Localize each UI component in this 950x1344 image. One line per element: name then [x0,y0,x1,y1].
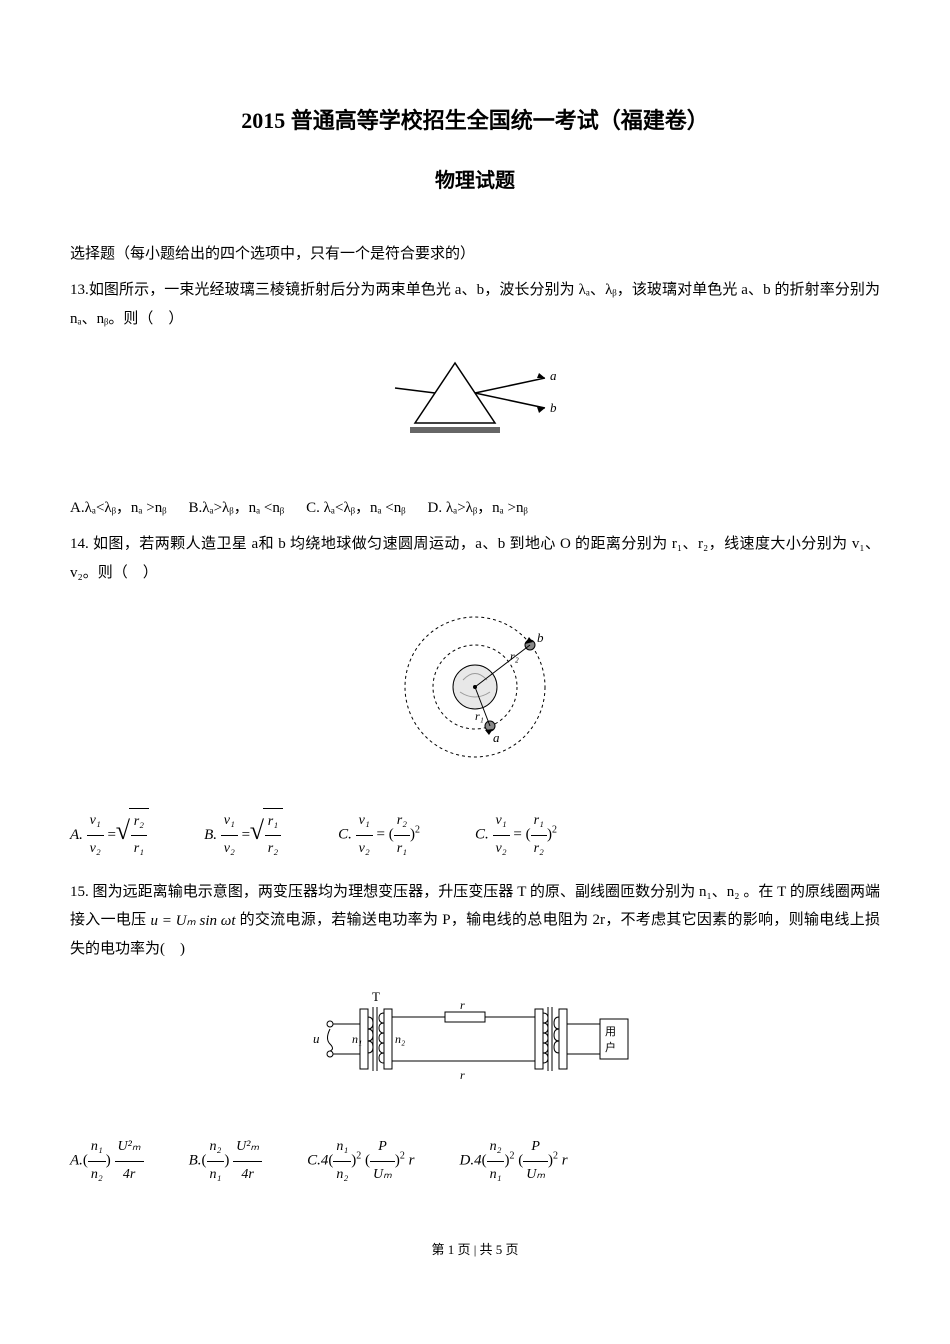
q14-figure: a b r₁ r₂ [70,602,880,783]
q14-label-r1: r₁ [475,709,484,723]
section-instruction: 选择题（每小题给出的四个选项中，只有一个是符合要求的） [70,240,880,269]
q13-stem: 13.如图所示，一束光经玻璃三棱镜折射后分为两束单色光 a、b，波长分别为 λₐ… [70,276,880,333]
q14-stem: 14. 如图，若两颗人造卫星 a和 b 均绕地球做匀速圆周运动，a、b 到地心 … [70,530,880,587]
q14-options: A. v₁v₂ = r₂r₁ B. v₁v₂ = r₁r₂ C. v₁v₂ = … [70,808,880,863]
q15-inline-eq: u = Uₘ sin ωt [150,907,235,936]
q15-n1: n₁ [352,1032,362,1046]
q14-label-r2: r₂ [510,649,519,663]
q14-label-b: b [537,630,544,645]
q13-opt-d: D. λₐ>λᵦ，nₐ >nᵦ [428,494,528,523]
main-title: 2015 普通高等学校招生全国统一考试（福建卷） [70,100,880,142]
q15-options: A.(n₁n₂) U²ₘ4r B.(n₂n₁) U²ₘ4r C.4(n₁n₂)2… [70,1134,880,1188]
q15-n2: n₂ [395,1032,405,1046]
q13-figure: a b [70,348,880,469]
q15-stem: 15. 图为远距离输电示意图，两变压器均为理想变压器，升压变压器 T 的原、副线… [70,878,880,964]
q13-label-b: b [550,400,557,415]
q15-T: T [372,989,380,1004]
q13-label-a: a [550,368,557,383]
q15-load-1: 用 [605,1026,616,1038]
q14-opt-a: A. v₁v₂ = r₂r₁ [70,808,149,863]
q14-opt-b: B. v₁v₂ = r₁r₂ [204,808,283,863]
q15-r-top: r [460,998,465,1012]
q15-load-2: 户 [605,1040,616,1054]
q15-u-label: u [313,1031,320,1046]
q13-opt-c: C. λₐ<λᵦ，nₐ <nᵦ [306,494,405,523]
q14-label-a: a [493,730,500,745]
q14-opt-c: C. v₁v₂ = (r₂r₁)2 [338,808,420,862]
q15-opt-a: A.(n₁n₂) U²ₘ4r [70,1134,144,1188]
sub-title: 物理试题 [70,162,880,200]
q15-figure: u n₁ n₂ T r r 用 户 [70,979,880,1110]
q13-opt-a: A.λₐ<λᵦ，nₐ >nᵦ [70,494,166,523]
page-footer: 第 1 页 | 共 5 页 [70,1238,880,1263]
q14-opt-d: C. v₁v₂ = (r₁r₂)2 [475,808,557,862]
q15-opt-c: C.4(n₁n₂)2 (PUₘ)2 r [307,1134,414,1188]
q13-options: A.λₐ<λᵦ，nₐ >nᵦ B.λₐ>λᵦ，nₐ <nᵦ C. λₐ<λᵦ，n… [70,494,880,523]
q15-opt-d: D.4(n₂n₁)2 (PUₘ)2 r [459,1134,567,1188]
q15-r-bottom: r [460,1068,465,1082]
q13-opt-b: B.λₐ>λᵦ，nₐ <nᵦ [188,494,284,523]
q15-opt-b: B.(n₂n₁) U²ₘ4r [189,1134,263,1188]
